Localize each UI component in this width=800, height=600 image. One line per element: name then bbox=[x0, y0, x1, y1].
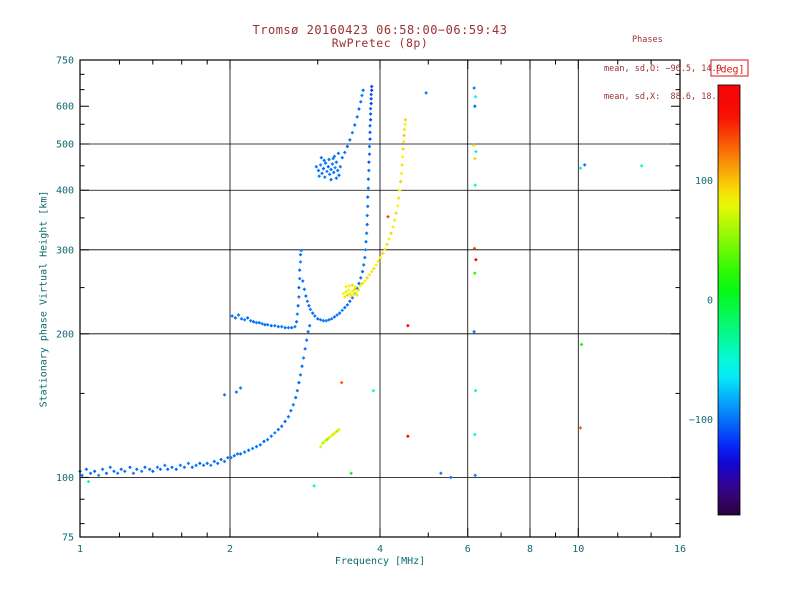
grid-lines bbox=[80, 60, 680, 537]
axes: 1 2 4 6 8 10 16 75 100 200 300 400 500 600 750 bbox=[56, 56, 686, 556]
svg-text:16: 16 bbox=[674, 544, 686, 555]
x-axis-label: Frequency [MHz] bbox=[334, 556, 426, 567]
scatter-points bbox=[78, 84, 644, 488]
svg-text:1: 1 bbox=[77, 544, 83, 555]
phases-mean-sd-o: mean, sd,O: −96.5, 14.9 bbox=[604, 63, 722, 74]
svg-text:200: 200 bbox=[56, 329, 74, 340]
phases-mean-sd-x: mean, sd,X: 88.6, 18.3 bbox=[604, 92, 722, 102]
svg-text:10: 10 bbox=[572, 544, 584, 555]
deg-label-box bbox=[710, 59, 749, 77]
colorbar-unit-label: [deg] bbox=[714, 65, 744, 76]
svg-text:75: 75 bbox=[62, 533, 74, 544]
svg-text:300: 300 bbox=[56, 245, 74, 256]
y-axis-label: Stationary phase Virtual Height [km] bbox=[38, 190, 50, 408]
phases-heading: Phases bbox=[632, 35, 663, 45]
colorbar-tick-label: 100 bbox=[695, 176, 713, 187]
svg-text:6: 6 bbox=[465, 544, 471, 555]
svg-text:8: 8 bbox=[527, 544, 533, 555]
colorbar-tick-label: −100 bbox=[689, 415, 713, 426]
colorbar-tick-label: 0 bbox=[707, 296, 713, 307]
chart-title: Tromsø 20160423 06:58:00−06:59:43 bbox=[252, 23, 508, 37]
svg-text:750: 750 bbox=[56, 56, 74, 67]
svg-text:500: 500 bbox=[56, 139, 74, 150]
svg-text:400: 400 bbox=[56, 186, 74, 197]
phase-statistics-block: Phases mean, sd,O: −96.5, 14.9 mean, sd,… bbox=[604, 17, 722, 122]
svg-text:100: 100 bbox=[56, 473, 74, 484]
svg-text:600: 600 bbox=[56, 102, 74, 113]
chart-subtitle: RwPretec (8p) bbox=[331, 36, 429, 50]
colorbar: 100 0 −100 [deg] bbox=[689, 59, 749, 516]
svg-text:2: 2 bbox=[227, 544, 233, 555]
svg-text:4: 4 bbox=[377, 544, 383, 555]
